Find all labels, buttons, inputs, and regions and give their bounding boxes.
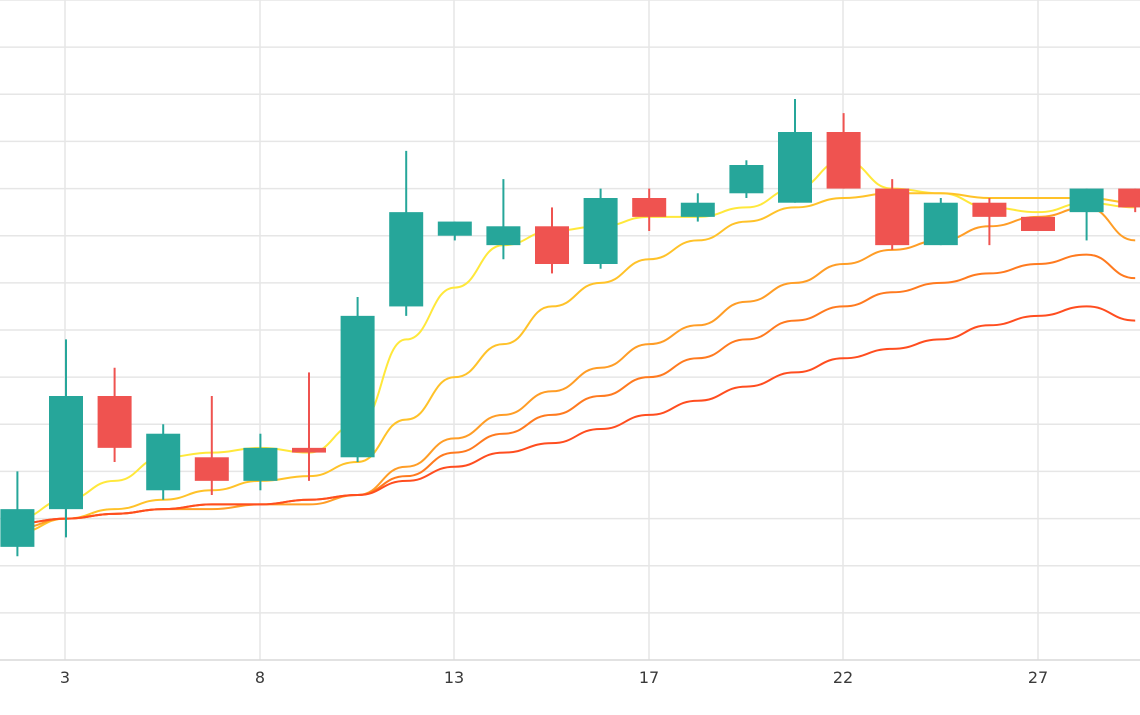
candle-body (0, 509, 35, 547)
candle-body (389, 212, 424, 307)
candle-down (826, 113, 861, 189)
candle-up (437, 221, 472, 241)
x-tick-label: 13 (444, 668, 464, 687)
candle-body (632, 198, 667, 217)
candle-down (875, 179, 910, 250)
candle-up (1069, 188, 1104, 241)
candle-up (389, 150, 424, 316)
candle-down (97, 367, 132, 462)
x-tick-label: 3 (60, 668, 70, 687)
candle-body (729, 165, 764, 194)
candle-body (340, 315, 375, 458)
candle-up (146, 424, 181, 500)
candle-body (826, 132, 861, 189)
candle-body (972, 202, 1007, 217)
candle-down (535, 207, 569, 274)
x-axis: 3 8 13 17 22 27 (60, 668, 1048, 687)
candle-up (729, 160, 764, 198)
candle-body (437, 221, 472, 236)
candle-up (0, 471, 35, 557)
candle-body (194, 457, 229, 481)
x-tick-label: 17 (639, 668, 659, 687)
candle-down (292, 372, 326, 481)
candle-body (292, 447, 326, 453)
candle-up (49, 339, 83, 538)
candle-down (972, 198, 1007, 246)
candle-up (680, 193, 715, 222)
candle-down (1021, 216, 1055, 231)
candle-body (243, 447, 278, 481)
candle-body (1021, 216, 1055, 231)
candle-up (923, 198, 958, 246)
candle-up (583, 188, 618, 269)
candle-up (340, 297, 375, 462)
candle-body (1069, 188, 1104, 213)
candle-body (583, 198, 618, 264)
x-tick-label: 8 (255, 668, 265, 687)
grid-layer (0, 0, 1140, 661)
candle-body (146, 433, 181, 491)
candle-body (535, 226, 569, 264)
candle-body (49, 396, 83, 510)
candle-layer (0, 99, 1140, 557)
candle-body (1118, 188, 1140, 208)
candle-up (243, 433, 278, 491)
candle-body (680, 202, 715, 217)
candle-down (632, 188, 667, 231)
candle-body (97, 396, 132, 448)
moving-average-line (17, 305, 1136, 525)
candle-body (923, 202, 958, 246)
candle-up (778, 99, 812, 203)
candle-body (778, 132, 812, 203)
candle-body (875, 188, 910, 246)
candle-body (486, 226, 521, 246)
candle-down (1118, 188, 1140, 213)
x-tick-label: 22 (833, 668, 853, 687)
x-tick-label: 27 (1028, 668, 1048, 687)
candle-down (194, 396, 229, 495)
candle-up (486, 179, 521, 260)
